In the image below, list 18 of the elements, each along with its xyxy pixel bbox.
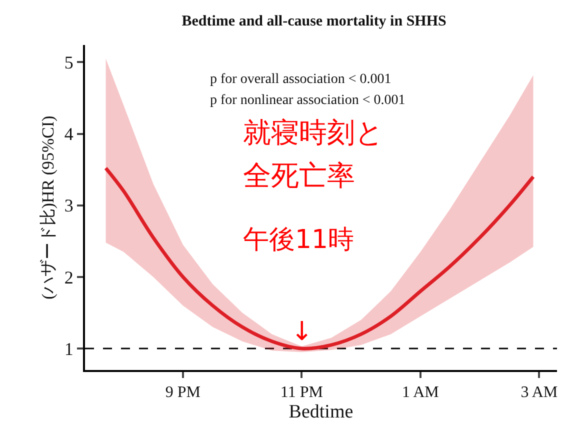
y-tick-label: 4 (64, 124, 74, 144)
x-tick-label: 1 AM (402, 384, 439, 402)
chart-title: Bedtime and all-cause mortality in SHHS (182, 14, 446, 30)
x-tick-label: 9 PM (165, 384, 201, 402)
annotation: 就寝時刻と (243, 116, 384, 149)
x-axis-title: Bedtime (288, 402, 354, 422)
y-tick-label: 2 (64, 267, 74, 288)
annotation: p for nonlinear association < 0.001 (210, 93, 406, 108)
annotation: p for overall association < 0.001 (210, 72, 392, 87)
annotation: 全死亡率 (243, 159, 355, 192)
annotation: ↓ (291, 317, 313, 347)
y-tick-label: 5 (64, 52, 74, 72)
y-tick-label: 3 (64, 196, 74, 216)
y-axis-title: (ハザード比)HR (95%CI) (38, 116, 58, 300)
annotation: 午後11時 (243, 225, 354, 255)
x-tick-label: 11 PM (280, 384, 323, 402)
x-tick-label: 3 AM (520, 384, 558, 402)
y-tick-label: 1 (64, 338, 74, 359)
